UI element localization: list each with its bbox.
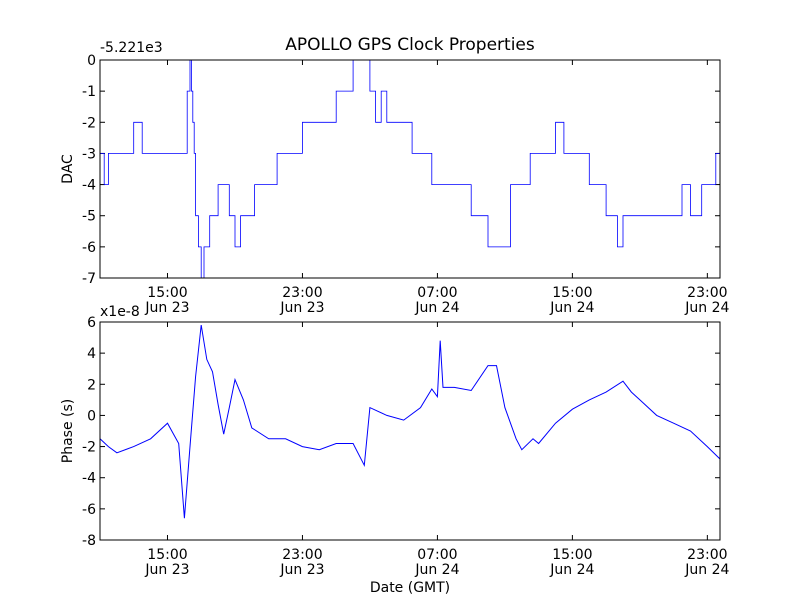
figure-title: APOLLO GPS Clock Properties: [285, 35, 535, 55]
phase-y-tick-label: -8: [82, 533, 96, 549]
dac-y-tick-label: -7: [82, 271, 96, 287]
dac-x-tick-date-label: Jun 23: [279, 300, 324, 316]
phase-x-tick-date-label: Jun 24: [684, 562, 729, 578]
dac-y-tick-label: 0: [87, 53, 96, 69]
dac-y-ticks: 0 -1 -2 -3 -4 -5 -6 -7: [82, 53, 720, 287]
phase-series-line: [99, 325, 721, 519]
dac-y-tick-label: -2: [82, 115, 96, 131]
dac-x-tick-date-label: Jun 24: [414, 300, 459, 316]
phase-y-tick-label: 0: [87, 408, 96, 424]
dac-x-tick-time-label: 07:00: [417, 285, 457, 301]
dac-x-tick-date-label: Jun 24: [684, 300, 729, 316]
phase-y-tick-label: -2: [82, 440, 96, 456]
dac-y-tick-label: -6: [82, 240, 96, 256]
phase-x-tick-time-label: 23:00: [687, 547, 727, 563]
dac-y-axis-label: DAC: [60, 154, 76, 184]
dac-series-line: [100, 59, 721, 279]
dac-x-tick-time-label: 23:00: [282, 285, 322, 301]
phase-y-tick-label: 2: [87, 377, 96, 393]
phase-y-tick-label: -4: [82, 471, 96, 487]
phase-x-tick-time-label: 15:00: [552, 547, 592, 563]
phase-y-ticks: 6 4 2 0 -2 -4 -6 -8: [82, 315, 720, 549]
phase-x-tick-date-label: Jun 24: [549, 562, 594, 578]
phase-axes-frame: [99, 321, 721, 541]
phase-y-tick-label: -6: [82, 502, 96, 518]
phase-x-axis-label: Date (GMT): [370, 580, 450, 596]
dac-y-tick-label: -1: [82, 84, 96, 100]
phase-y-tick-label: 6: [87, 315, 96, 331]
phase-y-tick-label: 4: [87, 346, 96, 362]
dac-x-tick-time-label: 15:00: [552, 285, 592, 301]
dac-y-tick-label: -4: [82, 178, 96, 194]
phase-x-tick-date-label: Jun 23: [144, 562, 189, 578]
dac-x-tick-date-label: Jun 24: [549, 300, 594, 316]
dac-y-tick-label: -3: [82, 146, 96, 162]
dac-x-tick-time-label: 23:00: [687, 285, 727, 301]
phase-x-tick-date-label: Jun 23: [279, 562, 324, 578]
dac-x-tick-time-label: 15:00: [147, 285, 187, 301]
dac-x-tick-date-label: Jun 23: [144, 300, 189, 316]
phase-y-axis-label: Phase (s): [60, 399, 76, 463]
phase-x-tick-time-label: 15:00: [147, 547, 187, 563]
dac-axes-frame: [99, 59, 721, 279]
phase-x-tick-date-label: Jun 24: [414, 562, 459, 578]
phase-x-tick-time-label: 07:00: [417, 547, 457, 563]
phase-x-tick-time-label: 23:00: [282, 547, 322, 563]
dac-offset-label: -5.221e3: [100, 40, 163, 56]
dac-y-tick-label: -5: [82, 209, 96, 225]
phase-offset-label: x1e-8: [100, 304, 140, 320]
